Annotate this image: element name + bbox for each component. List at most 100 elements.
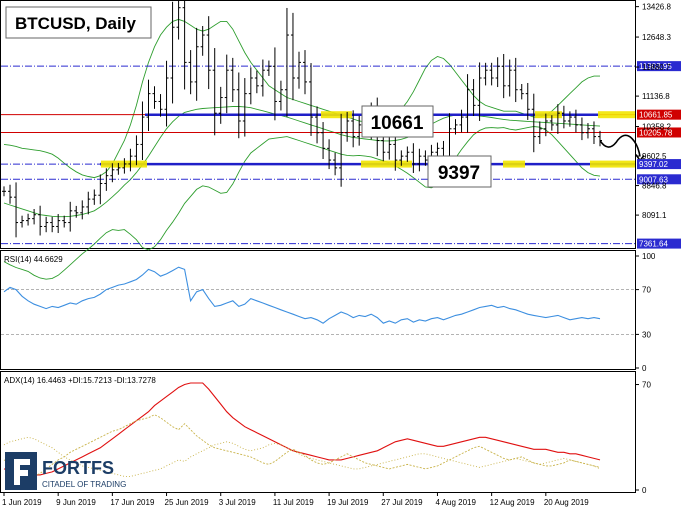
adx-tick-label: 0	[642, 486, 647, 495]
ohlc-bar	[315, 106, 320, 144]
date-tick-label: 20 Aug 2019	[544, 498, 589, 507]
price-tick-label: 13426.8	[642, 3, 671, 12]
callout-9397-label: 9397	[438, 163, 480, 184]
ohlc-bar	[62, 215, 67, 228]
ohlc-bar	[218, 86, 223, 124]
ohlc-bar	[278, 80, 283, 111]
chart-title: BTCUSD, Daily	[15, 14, 136, 33]
zone-highlight-2	[598, 111, 635, 119]
price-tag-10661.85: 10661.85	[639, 111, 673, 120]
ohlc-bar	[98, 174, 103, 205]
ohlc-bar	[357, 115, 362, 146]
ohlc-bar	[38, 205, 43, 236]
date-tick-label: 27 Jul 2019	[381, 498, 423, 507]
ohlc-bar	[74, 205, 79, 218]
bollinger-upper-band	[3, 18, 600, 179]
rsi-tick-label: 100	[642, 252, 656, 261]
ohlc-bar	[284, 7, 289, 117]
ohlc-bar	[393, 133, 398, 171]
ohlc-bar	[224, 54, 229, 114]
adx-title: ADX(14) 16.4463 +DI:15.7213 -DI:13.7278	[4, 376, 156, 385]
adx-tick-label: 70	[642, 381, 651, 390]
ohlc-bar	[501, 53, 506, 99]
ohlc-bar	[471, 79, 476, 117]
callout-10661: 10661	[361, 105, 434, 138]
ohlc-bar	[266, 60, 271, 76]
price-tick-label: 11880.7	[642, 63, 671, 72]
rsi-layer	[1, 266, 635, 335]
ohlc-bar	[50, 216, 55, 233]
rsi-tick-label: 70	[642, 286, 651, 295]
ohlc-bar	[579, 117, 584, 141]
ohlc-bar	[591, 121, 596, 144]
date-tick-label: 19 Jul 2019	[327, 498, 369, 507]
ohlc-bar	[519, 83, 524, 100]
ohlc-bar	[206, 16, 211, 90]
ohlc-bar	[242, 78, 247, 137]
ohlc-bar	[260, 59, 265, 97]
adx-layer	[3, 382, 601, 477]
ohlc-bar	[477, 62, 482, 121]
rsi-line	[3, 266, 601, 324]
ohlc-bar	[399, 150, 404, 166]
zone-highlight-6	[590, 160, 635, 168]
ohlc-bar	[44, 216, 49, 233]
price-tag-bg-9397.02	[637, 159, 681, 170]
ohlc-bar	[321, 122, 326, 159]
ohlc-bar	[32, 209, 37, 225]
ohlc-bar	[170, 1, 175, 104]
ohlc-bar	[417, 148, 422, 172]
ohlc-bar	[573, 109, 578, 133]
price-tag-bg-7361.64	[637, 238, 681, 249]
ohlc-bar	[14, 182, 19, 238]
ohlc-bar	[333, 152, 338, 176]
ohlc-bar	[110, 163, 115, 183]
logo-f-glyph	[14, 459, 30, 485]
ohlc-bar	[152, 86, 157, 109]
ohlc-bar	[387, 137, 392, 160]
ohlc-bar	[200, 26, 205, 56]
ohlc-bar	[561, 105, 566, 129]
ohlc-bar	[104, 168, 109, 191]
ohlc-bar	[489, 62, 494, 86]
zone-highlight-0	[321, 111, 352, 119]
ohlc-bar	[495, 57, 500, 88]
price-tick-label: 10358.2	[642, 123, 671, 132]
ohlc-bar	[345, 111, 350, 142]
ohlc-bar	[8, 184, 13, 204]
ohlc-bar	[483, 62, 488, 86]
ohlc-bar	[537, 121, 542, 144]
price-tag-9397.02: 9397.02	[639, 160, 668, 169]
rsi-panel-frame	[0, 250, 636, 370]
bollinger-middle-band	[3, 106, 601, 218]
price-tag-bg-10661.85	[637, 109, 681, 120]
forecast-path	[599, 134, 641, 157]
price-tick-label: 9602.5	[642, 152, 667, 161]
rsi-tick-label: 0	[642, 364, 647, 373]
adx-series-1	[3, 414, 601, 477]
price-tag-bg-10205.78	[637, 127, 681, 138]
ohlc-bar	[2, 186, 6, 197]
ohlc-bar	[411, 143, 416, 173]
date-tick-label: 1 Jun 2019	[2, 498, 42, 507]
ohlc-bar	[423, 150, 428, 166]
ohlc-bar	[405, 146, 410, 162]
logo-name: FORTFS	[42, 458, 114, 478]
bollinger-lower-band	[3, 126, 601, 280]
ohlc-bar	[194, 27, 199, 101]
ohlc-bar	[146, 79, 151, 132]
ohlc-bar	[158, 94, 163, 117]
ohlc-bar	[296, 51, 301, 89]
ohlc-bar	[128, 148, 133, 172]
date-tick-label: 4 Aug 2019	[435, 498, 476, 507]
ohlc-bar	[134, 135, 139, 166]
ohlc-bar	[555, 104, 560, 134]
logo-tagline: CITADEL OF TRADING	[42, 480, 126, 489]
ohlc-bar	[351, 110, 356, 148]
callout-9397: 9397	[427, 155, 492, 188]
adx-series-0	[3, 382, 601, 476]
zone-highlight-1	[535, 111, 562, 119]
ohlc-bar	[507, 59, 512, 97]
rsi-tick-label: 30	[642, 330, 651, 339]
